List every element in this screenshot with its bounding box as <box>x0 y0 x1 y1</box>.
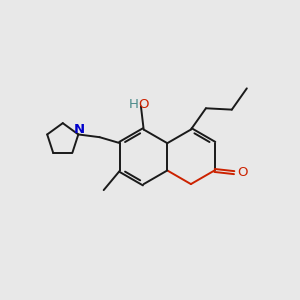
Text: O: O <box>138 98 148 111</box>
Text: N: N <box>74 123 85 136</box>
Text: O: O <box>238 166 248 178</box>
Text: H: H <box>129 98 139 111</box>
